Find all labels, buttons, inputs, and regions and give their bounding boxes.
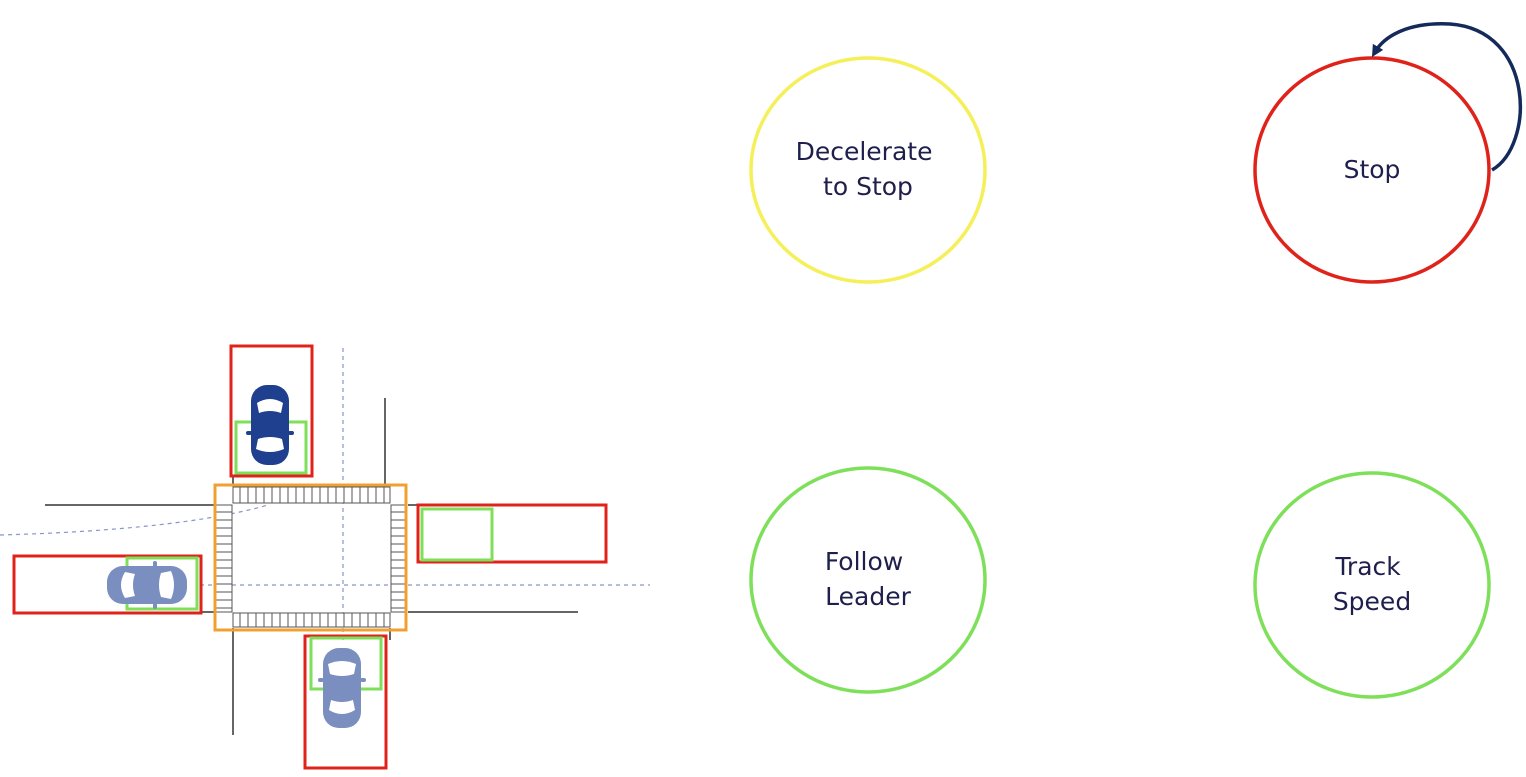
zone-box-north xyxy=(229,344,314,478)
svg-text:Stop: Stop xyxy=(1344,155,1401,184)
state-label-decelerate-line2: to Stop xyxy=(823,172,913,201)
state-label-track-line2: Speed xyxy=(1333,587,1411,616)
state-label-decelerate-line1: Decelerate xyxy=(796,137,933,166)
zone-box-south xyxy=(303,634,388,770)
state-circle-stop xyxy=(1253,56,1491,284)
crosswalks xyxy=(215,486,407,628)
car-icon xyxy=(318,648,366,728)
state-track-speed: Track Speed xyxy=(1253,471,1491,699)
state-label-track-line1: Track xyxy=(1334,552,1401,581)
state-circle-follow-leader xyxy=(749,466,987,694)
state-decelerate: Decelerate to Stop xyxy=(749,56,987,284)
state-circle-decelerate xyxy=(749,56,987,284)
svg-text:Decelerate to Stop: Decelerate to Stop xyxy=(796,137,941,201)
state-circle-track-speed xyxy=(1253,471,1491,699)
car-icon xyxy=(107,561,187,609)
zone-box-east xyxy=(416,503,608,564)
svg-text:Follow Leader: Follow Leader xyxy=(825,547,912,611)
self-loop-arrow-icon xyxy=(1371,22,1522,172)
state-follow-leader: Follow Leader xyxy=(749,466,987,694)
svg-text:Track Speed: Track Speed xyxy=(1333,552,1411,616)
zone-box-west xyxy=(12,554,203,615)
ego-car-icon xyxy=(246,385,294,465)
approach-zones xyxy=(12,344,608,770)
state-label-follow-line2: Leader xyxy=(825,582,911,611)
intersection-illustration xyxy=(0,344,650,770)
state-label-follow-line1: Follow xyxy=(825,547,903,576)
state-label-stop-line1: Stop xyxy=(1344,155,1401,184)
vehicle-box-east xyxy=(420,507,494,562)
intersection-zone-box xyxy=(213,483,408,632)
road-edges xyxy=(45,398,578,735)
state-stop: Stop xyxy=(1253,22,1522,284)
